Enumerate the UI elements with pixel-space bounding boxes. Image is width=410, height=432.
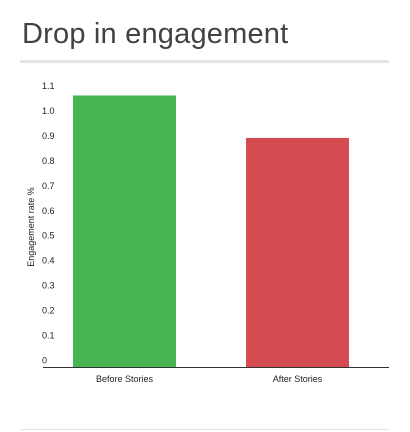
x-axis-labels: Before Stories After Stories	[96, 374, 323, 384]
y-axis-ticks: 0 0.1 0.2 0.3 0.4 0.5 0.6 0.7 0.8 0.9 1.0 1.1	[42, 81, 55, 366]
chart-title: Drop in engagement	[22, 18, 289, 50]
x-tick-label: After Stories	[273, 374, 323, 384]
y-tick-label: 1.0	[42, 106, 55, 116]
bar-after-stories	[246, 137, 349, 368]
y-tick-label: 0.3	[42, 281, 55, 291]
y-tick-label: 0.2	[42, 306, 55, 316]
y-tick-label: 0.6	[42, 206, 55, 216]
y-axis-title: Engagement rate %	[26, 187, 36, 267]
y-tick-label: 1.1	[42, 81, 55, 91]
x-tick-label: Before Stories	[96, 374, 154, 384]
bars	[73, 95, 349, 368]
y-tick-label: 0.9	[42, 131, 55, 141]
y-tick-label: 0.8	[42, 156, 55, 166]
title-divider	[20, 60, 389, 63]
y-tick-label: 0.4	[42, 256, 55, 266]
y-tick-label: 0	[42, 356, 47, 366]
bar-before-stories	[73, 95, 176, 368]
y-tick-label: 0.7	[42, 181, 55, 191]
bottom-divider	[20, 429, 389, 430]
y-tick-label: 0.1	[42, 331, 55, 341]
y-tick-label: 0.5	[42, 231, 55, 241]
